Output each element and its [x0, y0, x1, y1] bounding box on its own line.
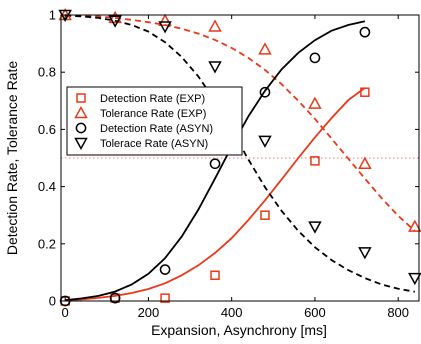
legend-label-3: Detection Rate (ASYN)	[100, 123, 213, 135]
data-point-s2-2	[108, 10, 122, 24]
y-axis-label: Detection Rate, Tolerance Rate	[4, 61, 20, 256]
x-axis-label: Expansion, Asynchrony [ms]	[151, 322, 327, 338]
x-tick-label-0: 0	[62, 305, 69, 320]
legend-label-2: Tolerance Rate (EXP)	[100, 108, 206, 120]
plot-area	[61, 15, 419, 301]
legend: Detection Rate (EXP) Tolerance Rate (EXP)…	[66, 86, 243, 156]
data-point-s4-2	[108, 15, 122, 28]
legend-marker-2	[74, 105, 88, 119]
plot-background	[61, 15, 419, 301]
y-tick-label-4: 0.8	[38, 65, 56, 80]
data-point-s1-3	[160, 293, 170, 303]
data-point-s1-7	[360, 87, 370, 97]
y-tick-label-0: 0	[49, 294, 56, 309]
axes-frame	[60, 14, 420, 302]
data-point-s3-2	[109, 292, 121, 304]
data-point-s4-4	[208, 61, 222, 74]
legend-label-4: Tolerace Rate (ASYN)	[100, 138, 208, 150]
x-tick-label-800: 800	[387, 305, 409, 320]
data-point-s1-6	[310, 156, 320, 166]
data-point-s1-5	[260, 210, 270, 220]
fit-line-3	[65, 20, 366, 301]
data-point-s3-4	[209, 158, 221, 170]
data-point-s2-5	[258, 42, 272, 55]
data-point-s3-6	[309, 52, 321, 64]
data-point-s3-7	[359, 26, 371, 38]
data-point-s4-6	[308, 221, 322, 234]
data-point-s4-7	[358, 247, 372, 260]
legend-marker-4	[74, 137, 88, 151]
data-point-s3-5	[259, 86, 271, 98]
legend-marker-1	[76, 93, 86, 103]
x-tick-label-200: 200	[138, 305, 160, 320]
data-point-s2-7	[358, 156, 372, 169]
x-tick-label-600: 600	[304, 305, 326, 320]
data-point-s1-4	[210, 270, 220, 281]
y-tick-label-3: 0.6	[38, 122, 56, 137]
data-point-s4-5	[258, 135, 272, 148]
data-point-s2-6	[308, 96, 322, 109]
legend-marker-3	[75, 122, 87, 134]
data-point-s3-3	[159, 264, 171, 275]
data-point-s2-8	[408, 219, 421, 232]
fit-line-1	[65, 87, 366, 301]
data-point-s4-8	[408, 272, 421, 286]
fit-line-2	[65, 14, 416, 232]
x-tick-label-400: 400	[221, 305, 243, 320]
y-tick-label-5: 1	[49, 8, 56, 23]
y-tick-label-2: 0.4	[38, 179, 56, 194]
data-point-s2-3	[158, 13, 172, 26]
y-tick-label-1: 0.2	[38, 236, 56, 251]
legend-label-1: Detection Rate (EXP)	[100, 93, 205, 105]
data-markers	[58, 7, 421, 307]
legend-box	[66, 86, 243, 156]
data-point-s4-3	[158, 21, 172, 34]
axes: 0 200 400 600 800 0 0.2 0.4 0.6 0.8 1	[38, 8, 420, 320]
data-point-s2-4	[208, 19, 222, 32]
